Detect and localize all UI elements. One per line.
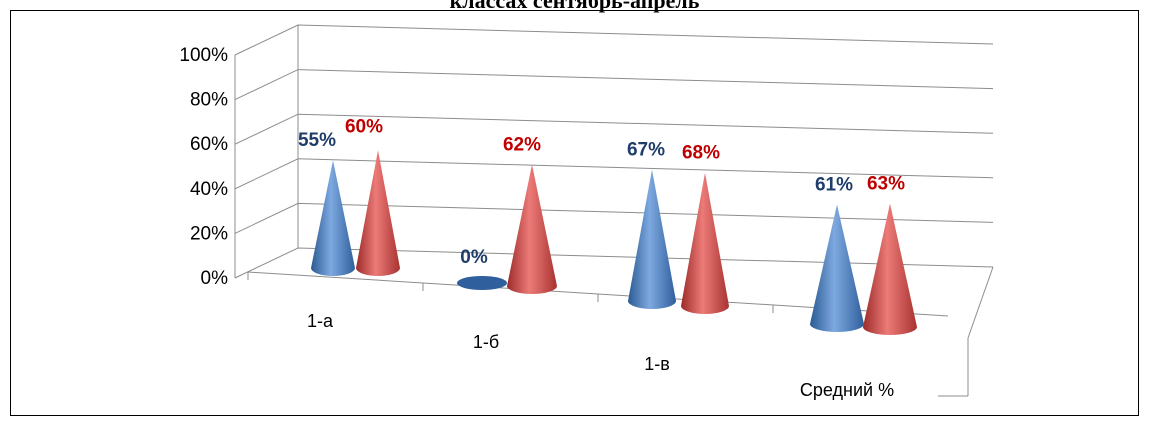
- x-tick-label: 1-б: [473, 332, 499, 352]
- data-labels: 55% 0% 67% 61% 60% 62% 68% 63%: [298, 116, 905, 268]
- cone-mark: [628, 169, 676, 309]
- cone-mark: [863, 203, 917, 335]
- x-tick-label: 1-а: [307, 311, 334, 331]
- x-axis: 1-а 1-б 1-в Средний %: [307, 311, 894, 400]
- chart-title: классах сентябрь-апрель: [449, 0, 700, 13]
- cone-mark: [311, 160, 355, 276]
- chart-border: [10, 10, 1139, 416]
- cone-mark: [507, 164, 557, 294]
- x-tick-label: Средний %: [800, 380, 894, 400]
- data-label: 67%: [627, 140, 665, 161]
- data-label: 55%: [298, 130, 336, 151]
- y-axis: 0% 20% 40% 60% 80% 100%: [179, 45, 228, 289]
- y-tick-label: 40%: [190, 179, 228, 200]
- y-tick-label: 60%: [190, 134, 228, 155]
- chart-series: [311, 150, 917, 335]
- data-label: 61%: [815, 174, 853, 195]
- x-tick-label: 1-в: [644, 354, 670, 374]
- cone-mark: [457, 276, 507, 290]
- y-tick-label: 100%: [179, 45, 228, 66]
- y-tick-label: 80%: [190, 90, 228, 111]
- data-label: 63%: [867, 174, 905, 195]
- y-tick-label: 0%: [201, 268, 229, 289]
- cone-mark: [356, 150, 400, 276]
- chart-grid: [234, 24, 994, 397]
- cone-mark: [681, 172, 729, 314]
- data-label: 62%: [503, 134, 541, 155]
- data-label: 60%: [345, 116, 383, 137]
- y-tick-label: 20%: [190, 223, 228, 244]
- data-label: 68%: [682, 143, 720, 164]
- data-label: 0%: [460, 247, 488, 268]
- cone-mark: [810, 204, 864, 332]
